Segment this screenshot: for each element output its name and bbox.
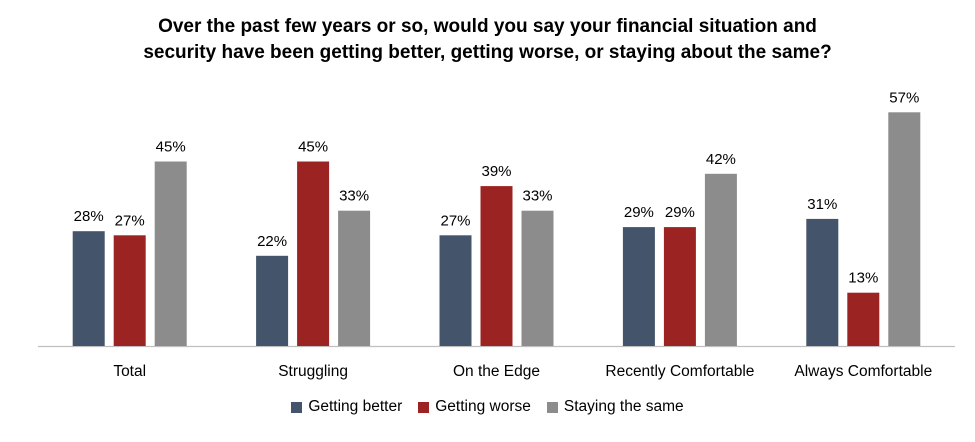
bar-on-the-edge-getting-worse [480, 186, 513, 346]
data-label-struggling-staying-the-same: 33% [339, 188, 369, 205]
category-label-total: Total [113, 363, 146, 380]
data-label-total-getting-better: 28% [74, 208, 104, 225]
data-label-recently-comfortable-getting-worse: 29% [665, 204, 695, 221]
legend-swatch-staying-the-same [546, 401, 558, 413]
bar-recently-comfortable-getting-better [622, 227, 655, 346]
data-label-on-the-edge-getting-worse: 39% [481, 163, 511, 180]
bar-on-the-edge-getting-better [439, 235, 472, 346]
bar-struggling-getting-worse [297, 161, 330, 346]
bar-always-comfortable-staying-the-same [888, 112, 921, 346]
chart-title-line-2: security have been getting better, getti… [143, 42, 832, 63]
data-label-on-the-edge-getting-better: 27% [440, 212, 470, 229]
data-label-always-comfortable-staying-the-same: 57% [889, 89, 919, 106]
data-label-struggling-getting-better: 22% [257, 233, 287, 250]
bar-total-getting-worse [113, 235, 146, 346]
legend-label-staying-the-same: Staying the same [563, 398, 684, 415]
data-label-recently-comfortable-staying-the-same: 42% [706, 151, 736, 168]
data-label-always-comfortable-getting-worse: 13% [848, 270, 878, 287]
bar-always-comfortable-getting-better [806, 218, 839, 346]
legend-item-getting-worse: Getting worse [418, 398, 531, 416]
chart-title-line-1: Over the past few years or so, would you… [158, 16, 817, 37]
legend-swatch-getting-better [291, 401, 303, 413]
data-label-always-comfortable-getting-better: 31% [807, 196, 837, 213]
chart-legend: Getting better Getting worse Staying the s… [0, 398, 975, 416]
data-label-total-staying-the-same: 45% [156, 139, 186, 156]
bar-struggling-getting-better [256, 255, 289, 346]
chart-title: Over the past few years or so, would you… [0, 14, 975, 66]
bar-total-staying-the-same [154, 161, 187, 346]
bar-struggling-staying-the-same [338, 210, 371, 346]
legend-label-getting-better: Getting better [308, 398, 403, 415]
category-label-recently-comfortable: Recently Comfortable [605, 363, 754, 380]
data-label-total-getting-worse: 27% [115, 212, 145, 229]
legend-swatch-getting-worse [418, 401, 430, 413]
category-label-on-the-edge: On the Edge [453, 363, 540, 380]
bar-always-comfortable-getting-worse [847, 292, 880, 346]
category-label-struggling: Struggling [278, 363, 348, 380]
data-label-on-the-edge-staying-the-same: 33% [522, 188, 552, 205]
bar-total-getting-better [72, 231, 105, 346]
bar-on-the-edge-staying-the-same [521, 210, 554, 346]
data-label-recently-comfortable-getting-better: 29% [624, 204, 654, 221]
category-label-always-comfortable: Always Comfortable [794, 363, 932, 380]
data-label-struggling-getting-worse: 45% [298, 139, 328, 156]
legend-label-getting-worse: Getting worse [435, 398, 531, 415]
bar-recently-comfortable-getting-worse [663, 227, 696, 346]
legend-item-staying-the-same: Staying the same [546, 398, 684, 416]
bar-recently-comfortable-staying-the-same [704, 173, 737, 346]
legend-item-getting-better: Getting better [291, 398, 402, 416]
